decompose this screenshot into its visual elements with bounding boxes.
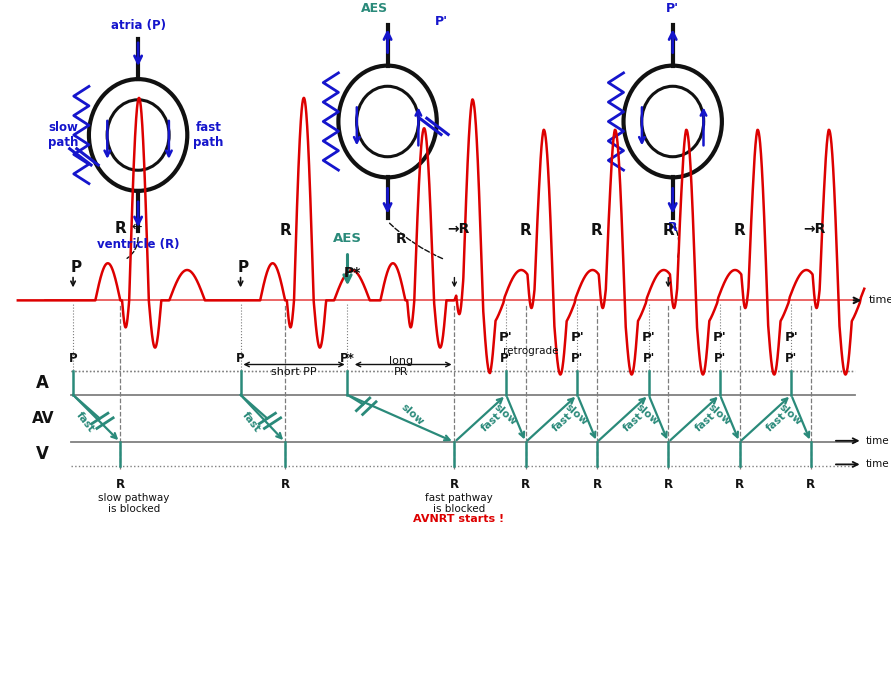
Text: P': P' <box>785 352 797 364</box>
Text: AV: AV <box>31 411 54 426</box>
Text: AES: AES <box>361 2 388 15</box>
Text: P': P' <box>784 331 798 344</box>
Text: P': P' <box>499 331 513 344</box>
Text: V: V <box>37 445 49 463</box>
Text: P': P' <box>642 331 656 344</box>
Text: P': P' <box>571 352 584 364</box>
Text: slow: slow <box>492 402 519 427</box>
Text: slow: slow <box>634 402 661 427</box>
Text: slow
path: slow path <box>48 121 78 149</box>
Text: R: R <box>668 221 677 234</box>
Text: R: R <box>733 223 746 238</box>
Text: R: R <box>735 478 744 491</box>
Text: P*: P* <box>340 352 355 364</box>
Text: R: R <box>806 478 815 491</box>
Text: slow pathway
is blocked: slow pathway is blocked <box>98 493 169 514</box>
Text: R: R <box>450 478 459 491</box>
Text: P: P <box>69 352 78 364</box>
Text: R: R <box>281 478 290 491</box>
Text: P': P' <box>714 352 726 364</box>
Text: P: P <box>238 260 249 275</box>
Text: long
PR: long PR <box>388 356 413 377</box>
Text: P': P' <box>500 352 512 364</box>
Text: fast: fast <box>693 411 716 434</box>
Text: slow: slow <box>563 402 590 427</box>
Text: time: time <box>866 436 890 446</box>
Text: atria (P): atria (P) <box>110 19 166 32</box>
Text: ventricle (R): ventricle (R) <box>97 238 179 251</box>
Text: R: R <box>519 223 532 238</box>
Text: R: R <box>116 478 125 491</box>
Text: P: P <box>70 260 81 275</box>
Text: R: R <box>279 223 291 238</box>
Text: P': P' <box>435 16 448 28</box>
Text: P': P' <box>642 352 655 364</box>
Text: AVNRT starts !: AVNRT starts ! <box>413 514 504 524</box>
Text: R: R <box>396 232 406 246</box>
Text: P*: P* <box>343 266 361 279</box>
Text: fast: fast <box>551 411 574 434</box>
Text: ←: ← <box>132 221 143 234</box>
Text: slow: slow <box>777 402 804 427</box>
Text: P': P' <box>713 331 727 344</box>
Text: R: R <box>593 478 601 491</box>
Text: fast
path: fast path <box>193 121 224 149</box>
Text: fast: fast <box>241 410 262 434</box>
Text: →R: →R <box>447 222 470 236</box>
Text: retrograde: retrograde <box>503 346 559 356</box>
Text: time: time <box>869 296 891 305</box>
Text: fast: fast <box>479 411 503 434</box>
Text: slow: slow <box>399 402 426 428</box>
Text: R: R <box>664 478 673 491</box>
Text: R: R <box>591 223 603 238</box>
Text: R: R <box>521 478 530 491</box>
Text: fast: fast <box>622 411 645 434</box>
Text: AES: AES <box>333 232 362 245</box>
Text: short PP: short PP <box>271 367 317 377</box>
Text: slow: slow <box>706 402 732 427</box>
Text: R: R <box>662 223 674 238</box>
Text: →R: →R <box>804 222 826 236</box>
Text: fast: fast <box>764 411 788 434</box>
Text: fast pathway
is blocked: fast pathway is blocked <box>425 493 493 514</box>
Text: time: time <box>866 460 890 469</box>
Text: A: A <box>37 374 49 392</box>
Text: fast: fast <box>74 410 96 434</box>
Text: P': P' <box>570 331 584 344</box>
Text: P': P' <box>666 2 679 15</box>
Text: R: R <box>114 221 127 236</box>
Text: P: P <box>236 352 245 364</box>
